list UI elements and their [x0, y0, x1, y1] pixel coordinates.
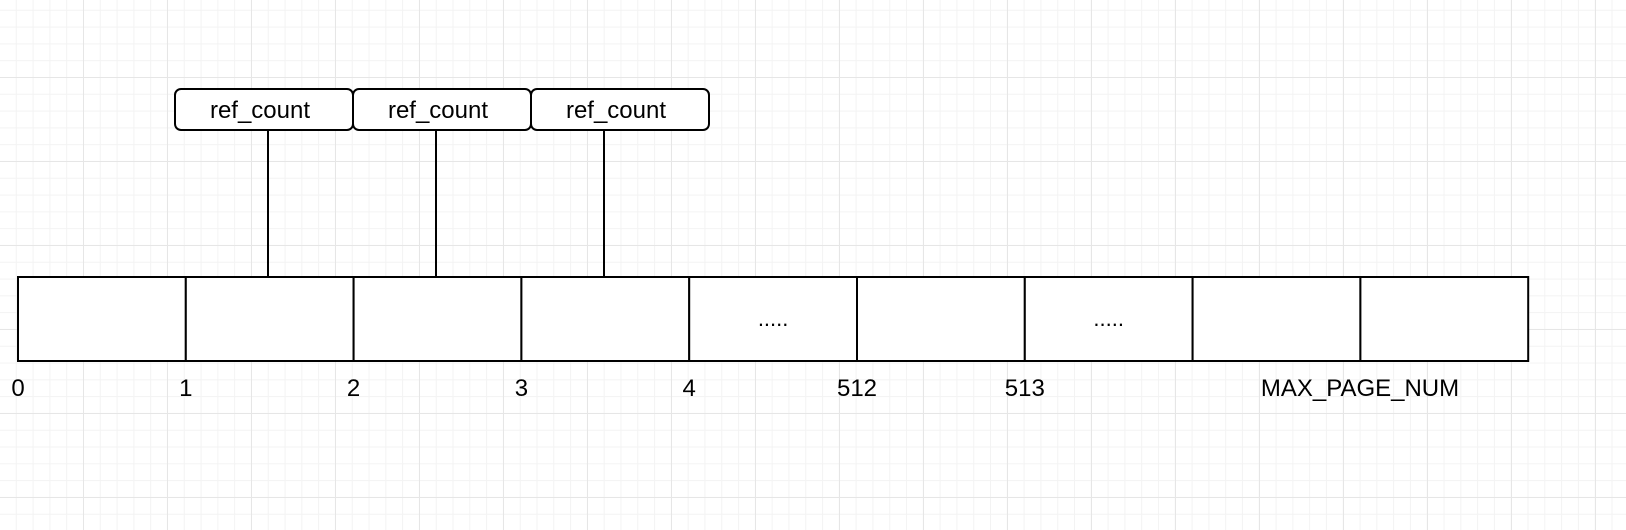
ref-count-box [530, 88, 710, 131]
index-label: 4 [683, 375, 696, 402]
index-label: 1 [179, 375, 192, 402]
index-label: 512 [837, 375, 877, 402]
connectors [267, 130, 605, 277]
ref-count-boxes: ref_count ref_count ref_count [174, 88, 710, 131]
array-cell [1359, 276, 1530, 362]
array-cell-ellipsis: ..... [1093, 306, 1124, 331]
ref-count-label: ref_count [388, 97, 488, 124]
ref-count-label: ref_count [210, 97, 310, 124]
array-cell-ellipsis: ..... [758, 306, 789, 331]
array-cell [688, 276, 859, 362]
ref-count-label: ref_count [566, 97, 666, 124]
array-cell [1191, 276, 1362, 362]
index-label: MAX_PAGE_NUM [1261, 375, 1459, 402]
index-label: 0 [11, 375, 24, 402]
array-cell [1023, 276, 1194, 362]
array-cell [856, 276, 1026, 362]
array-cell [184, 276, 355, 362]
index-labels: 0 1 2 3 4 512 513 MAX_PAGE_NUM [11, 375, 1459, 402]
index-label: 3 [515, 375, 528, 402]
array-cell [520, 276, 691, 362]
index-label: 2 [347, 375, 360, 402]
array-cell [352, 276, 523, 362]
page-array: .......... [17, 276, 1530, 362]
array-cell [17, 276, 187, 362]
index-label: 513 [1005, 375, 1045, 402]
